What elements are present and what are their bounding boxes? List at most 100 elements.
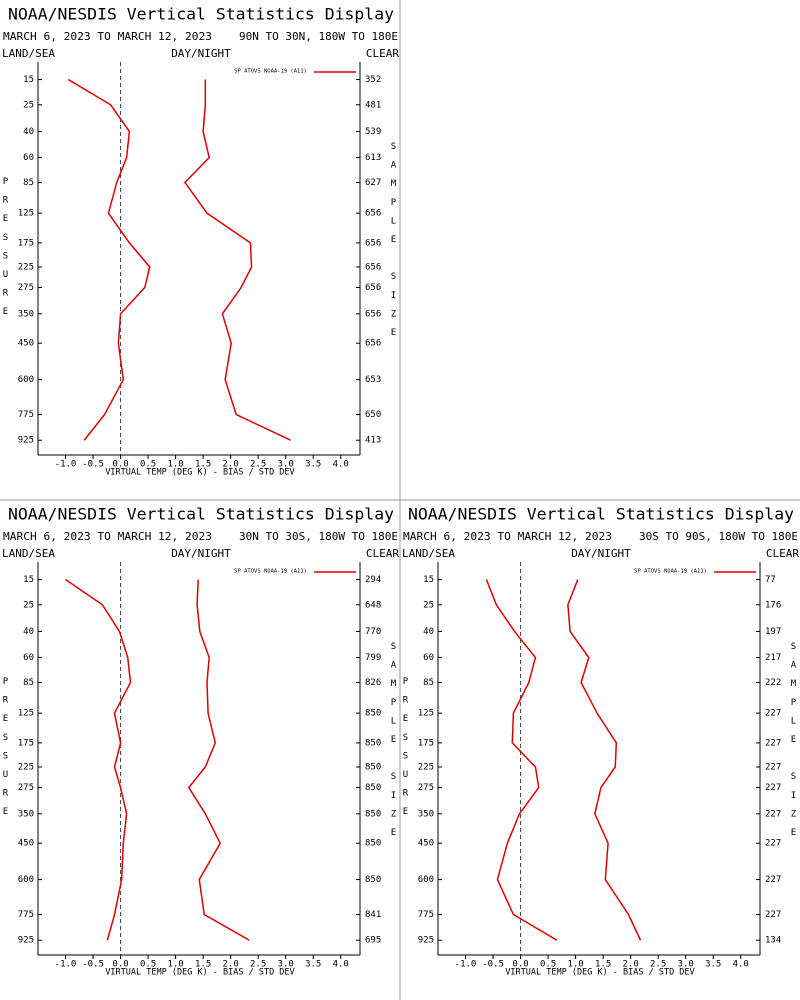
x-tick-label: 1.0 [167, 460, 183, 470]
x-tick-label: 2.0 [223, 460, 239, 470]
x-tick-label: 0.0 [512, 960, 528, 970]
sample-size-label: 227 [765, 875, 781, 885]
x-tick-label: -1.0 [55, 460, 77, 470]
x-tick-label: 3.5 [305, 960, 321, 970]
sample-size-label: 841 [365, 910, 381, 920]
y-tick-label: 275 [18, 783, 34, 793]
right-header: CLEAR [766, 547, 799, 560]
region: 30N TO 30S, 180W TO 180E [239, 530, 398, 543]
y-tick-label: 775 [18, 910, 34, 920]
x-tick-label: -1.0 [55, 960, 77, 970]
y-tick-label: 85 [423, 678, 434, 688]
sample-size-label: 770 [365, 627, 381, 637]
chart-subtitle: MARCH 6, 2023 TO MARCH 12, 2023 [403, 530, 612, 543]
chart-title: NOAA/NESDIS Vertical Statistics Display [408, 505, 794, 524]
y2-axis-label: SAMPLE SIZE [389, 142, 399, 347]
chart-title: NOAA/NESDIS Vertical Statistics Display [8, 505, 394, 524]
left-header: LAND/SEA [402, 547, 455, 560]
x-tick-label: 2.5 [250, 960, 266, 970]
x-tick-label: 1.5 [195, 960, 211, 970]
x-tick-label: 3.0 [678, 960, 694, 970]
y-tick-label: 60 [23, 153, 34, 163]
center-header: DAY/NIGHT [171, 547, 231, 560]
sample-size-label: 227 [765, 809, 781, 819]
legend-label: SP ATOVS NOAA-19 (A11) [234, 69, 307, 75]
sample-size-label: 217 [765, 653, 781, 663]
x-tick-label: -0.5 [82, 960, 104, 970]
y2-axis-label: SAMPLE SIZE [789, 642, 799, 847]
y2-axis-label: SAMPLE SIZE [389, 642, 399, 847]
y-tick-label: 25 [23, 600, 34, 610]
sample-size-label: 850 [365, 839, 381, 849]
sample-size-label: 656 [365, 238, 381, 248]
region: 90N TO 30N, 180W TO 180E [239, 30, 398, 43]
sample-size-label: 222 [765, 678, 781, 688]
y-tick-label: 775 [18, 410, 34, 420]
y-tick-label: 175 [18, 238, 34, 248]
sample-size-label: 695 [365, 936, 381, 946]
sample-size-label: 134 [765, 936, 781, 946]
sample-size-label: 227 [765, 839, 781, 849]
y-tick-label: 175 [18, 738, 34, 748]
sample-size-label: 294 [365, 575, 381, 585]
x-tick-label: 4.0 [733, 960, 749, 970]
sample-size-label: 650 [365, 410, 381, 420]
x-tick-label: 1.5 [195, 460, 211, 470]
right-header: CLEAR [366, 47, 399, 60]
x-tick-label: 1.5 [595, 960, 611, 970]
x-tick-label: 0.0 [112, 460, 128, 470]
bias-line [67, 78, 151, 441]
legend-label: SP ATOVS NOAA-19 (A11) [234, 569, 307, 575]
sample-size-label: 653 [365, 375, 381, 385]
x-tick-label: 2.0 [223, 960, 239, 970]
y-tick-label: 600 [18, 875, 34, 885]
x-tick-label: 2.5 [250, 460, 266, 470]
sample-size-label: 77 [765, 575, 776, 585]
y-axis-label: PRESSURE [1, 177, 11, 326]
sample-size-label: 613 [365, 153, 381, 163]
sample-size-label: 799 [365, 653, 381, 663]
sample-size-label: 227 [765, 910, 781, 920]
bias-line [65, 578, 132, 941]
y-tick-label: 275 [418, 783, 434, 793]
y-tick-label: 450 [18, 839, 34, 849]
sample-size-label: 227 [765, 709, 781, 719]
x-tick-label: 4.0 [333, 460, 349, 470]
sample-size-label: 627 [365, 178, 381, 188]
y-tick-label: 40 [23, 627, 34, 637]
x-tick-label: 4.0 [333, 960, 349, 970]
y-tick-label: 15 [23, 575, 34, 585]
left-header: LAND/SEA [2, 47, 55, 60]
y-tick-label: 125 [18, 709, 34, 719]
sample-size-label: 481 [365, 100, 381, 110]
chart-panel: NOAA/NESDIS Vertical Statistics Display M… [401, 505, 800, 978]
x-tick-label: 1.0 [567, 960, 583, 970]
y-tick-label: 775 [418, 910, 434, 920]
y-axis-label: PRESSURE [401, 677, 411, 826]
x-tick-label: 2.5 [650, 960, 666, 970]
x-axis-label: VIRTUAL TEMP (DEG K) - BIAS / STD DEV [105, 968, 294, 978]
sample-size-label: 850 [365, 709, 381, 719]
center-header: DAY/NIGHT [171, 47, 231, 60]
sample-size-label: 850 [365, 875, 381, 885]
chart-panel: NOAA/NESDIS Vertical Statistics Display M… [1, 505, 400, 978]
sample-size-label: 850 [365, 783, 381, 793]
x-tick-label: -1.0 [455, 960, 477, 970]
chart-panel: NOAA/NESDIS Vertical Statistics Display M… [1, 5, 400, 478]
y-tick-label: 225 [18, 762, 34, 772]
y-tick-label: 25 [23, 100, 34, 110]
y-tick-label: 40 [423, 627, 434, 637]
x-tick-label: 0.5 [140, 960, 156, 970]
sample-size-label: 227 [765, 762, 781, 772]
x-tick-label: 1.0 [167, 960, 183, 970]
sample-size-label: 656 [365, 209, 381, 219]
y-tick-label: 125 [18, 209, 34, 219]
center-header: DAY/NIGHT [571, 547, 631, 560]
sample-size-label: 656 [365, 262, 381, 272]
legend-label: SP ATOVS NOAA-19 (A11) [634, 569, 707, 575]
y-tick-label: 40 [23, 127, 34, 137]
y-axis-label: PRESSURE [1, 677, 11, 826]
y-tick-label: 450 [18, 339, 34, 349]
y-tick-label: 15 [423, 575, 434, 585]
